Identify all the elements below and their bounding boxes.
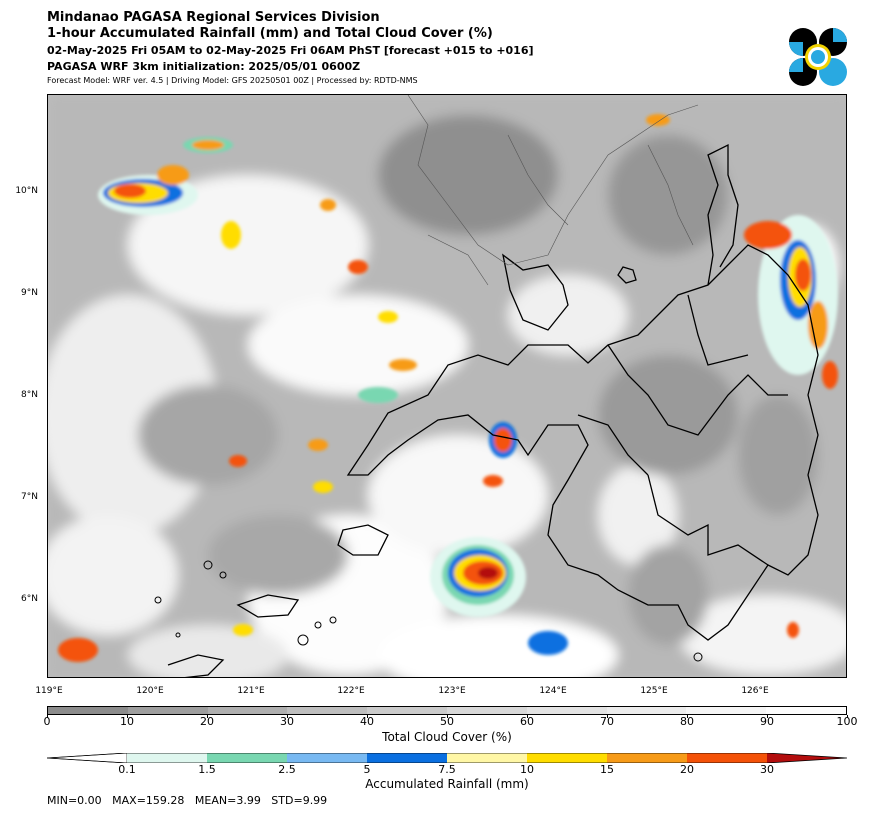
cloud-cover-tick-label: 50 (440, 715, 454, 728)
rainfall-colorbar (47, 753, 847, 763)
rainfall-swatch-min (47, 753, 128, 763)
rainfall-swatch-max (767, 753, 847, 763)
cloud-cover-tick-mark (287, 715, 288, 718)
neighbor-islands-borders (407, 95, 699, 286)
cloud-cover-label: Total Cloud Cover (%) (382, 730, 512, 744)
lat-label: 6°N (21, 594, 38, 604)
rainfall-swatch (607, 753, 687, 763)
title-model-info: Forecast Model: WRF ver. 4.5 | Driving M… (47, 76, 418, 85)
rainfall-swatch (687, 753, 767, 763)
rainfall-swatch (207, 753, 287, 763)
lat-label: 7°N (21, 492, 38, 502)
lon-label: 119°E (35, 686, 63, 696)
lon-label: 126°E (741, 686, 769, 696)
cloud-cover-swatch (287, 707, 368, 714)
title-product: 1-hour Accumulated Rainfall (mm) and Tot… (47, 26, 493, 41)
lon-label: 122°E (337, 686, 365, 696)
rainfall-field (58, 114, 838, 662)
lon-label: 125°E (640, 686, 668, 696)
cloud-cover-tick-label: 40 (360, 715, 374, 728)
cloud-cover-swatch (766, 707, 846, 714)
title-org: Mindanao PAGASA Regional Services Divisi… (47, 10, 380, 25)
rainfall-tick-label: 1.5 (198, 763, 216, 776)
cloud-cover-swatch (446, 707, 527, 714)
coastlines (167, 143, 819, 677)
cloud-cover-tick-label: 70 (600, 715, 614, 728)
lon-label: 120°E (136, 686, 164, 696)
cloud-cover-swatch (367, 707, 447, 714)
cloud-cover-tick-label: 30 (280, 715, 294, 728)
lat-label: 8°N (21, 390, 38, 400)
cloud-cover-colorbar (47, 706, 847, 715)
cloud-cover-tick-label: 10 (120, 715, 134, 728)
title-init: PAGASA WRF 3km initialization: 2025/05/0… (47, 60, 361, 73)
rainfall-tick-label: 0.1 (118, 763, 136, 776)
cloud-cover-tick-label: 90 (760, 715, 774, 728)
cloud-cover-tick-label: 20 (200, 715, 214, 728)
rainfall-tick-label: 2.5 (278, 763, 296, 776)
lon-label: 123°E (438, 686, 466, 696)
pagasa-seal-icon (789, 28, 847, 86)
rainfall-tick-label: 10 (520, 763, 534, 776)
rainfall-tick-label: 15 (600, 763, 614, 776)
rainfall-label: Accumulated Rainfall (mm) (365, 777, 529, 791)
cloud-cover-tick-mark (767, 715, 768, 718)
cloud-cover-tick-mark (687, 715, 688, 718)
cloud-cover-tick-mark (847, 715, 848, 718)
map-canvas (48, 95, 846, 677)
rainfall-tick-label: 20 (680, 763, 694, 776)
cloud-cover-tick-mark (527, 715, 528, 718)
cloud-cover-swatch (48, 707, 128, 714)
rainfall-swatch (527, 753, 607, 763)
cloud-cover-tick-label: 100 (836, 715, 858, 728)
rainfall-swatch (287, 753, 367, 763)
cloud-cover-swatch (606, 707, 687, 714)
cloud-cover-tick-label: 0 (43, 715, 51, 728)
rainfall-tick-label: 30 (760, 763, 774, 776)
cloud-cover-swatch (207, 707, 288, 714)
title-valid-time: 02-May-2025 Fri 05AM to 02-May-2025 Fri … (47, 44, 534, 57)
cloud-cover-tick-mark (47, 715, 48, 718)
cloud-cover-tick-mark (207, 715, 208, 718)
cloud-cover-swatch (686, 707, 767, 714)
rainfall-swatch (367, 753, 447, 763)
lon-label: 121°E (237, 686, 265, 696)
rainfall-swatch (447, 753, 527, 763)
rainfall-cloud-map (47, 94, 847, 678)
cloud-cover-tick-mark (607, 715, 608, 718)
lat-label: 10°N (15, 186, 38, 196)
cloud-cover-tick-mark (447, 715, 448, 718)
cloud-cover-swatch (127, 707, 208, 714)
islands (154, 560, 703, 662)
cloud-cover-tick-mark (127, 715, 128, 718)
cloud-cover-tick-mark (367, 715, 368, 718)
cloud-cover-tick-label: 80 (680, 715, 694, 728)
rainfall-tick-label: 5 (363, 763, 371, 776)
lon-label: 124°E (539, 686, 567, 696)
cloud-cover-swatch (526, 707, 607, 714)
cloud-cover-tick-label: 60 (520, 715, 534, 728)
statistics-text: MIN=0.00 MAX=159.28 MEAN=3.99 STD=9.99 (47, 794, 328, 807)
lat-label: 9°N (21, 288, 38, 298)
rainfall-tick-label: 7.5 (438, 763, 456, 776)
rainfall-swatch (127, 753, 207, 763)
